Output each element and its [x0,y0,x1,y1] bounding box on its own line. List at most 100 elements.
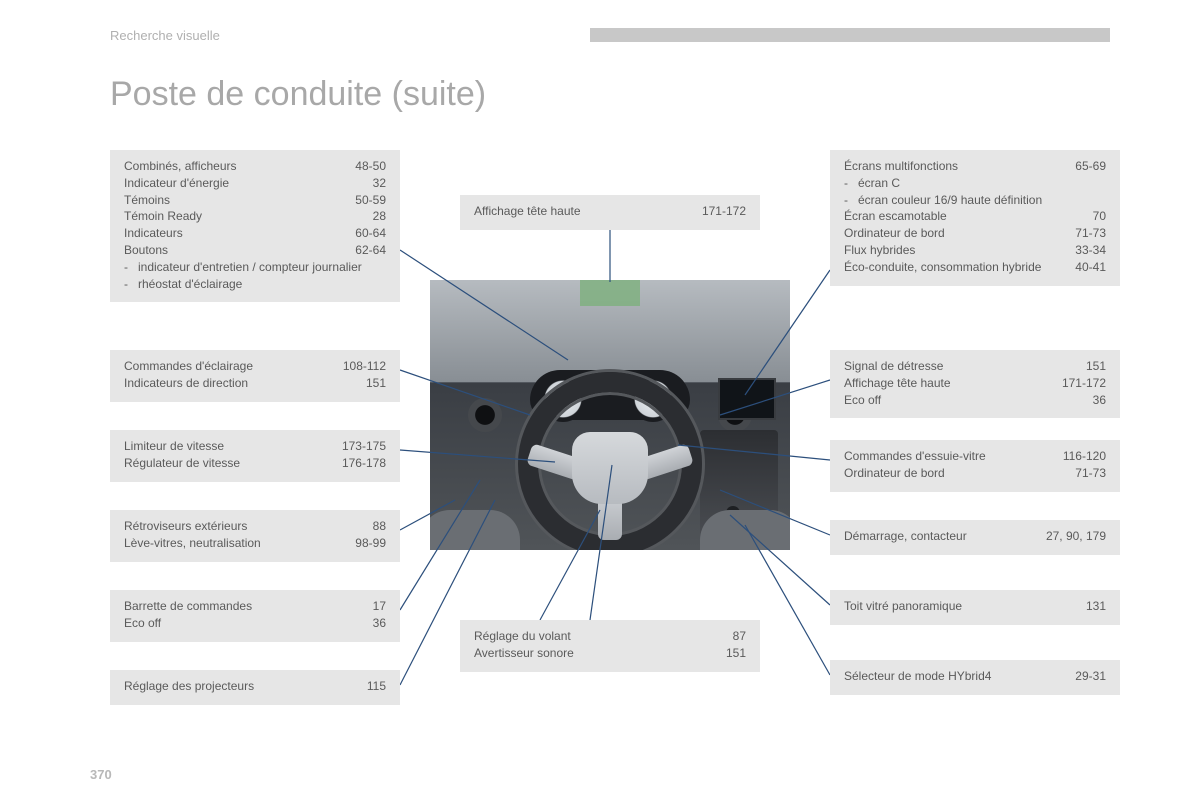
index-pages: 48-50 [355,158,386,175]
index-pages: 171-172 [702,203,746,220]
index-label: Écran escamotable [844,208,1073,225]
index-label: Réglage des projecteurs [124,678,347,695]
callout-box: Toit vitré panoramique 131 [830,590,1120,625]
callout-box: Réglage des projecteurs 115 [110,670,400,705]
page-title: Poste de conduite (suite) [110,75,486,114]
index-row: Réglage du volant 87 [474,628,746,645]
index-row: Indicateur d'énergie 32 [124,175,386,192]
index-pages: 116-120 [1063,448,1106,465]
index-row: Commandes d'éclairage 108-112 [124,358,386,375]
index-row: Flux hybrides 33-34 [844,242,1106,259]
dashboard-illustration [430,280,790,550]
index-label: Indicateurs [124,225,335,242]
index-pages: 50-59 [355,192,386,209]
callout-box: Sélecteur de mode HYbrid429-31 [830,660,1120,695]
index-label: Témoin Ready [124,208,353,225]
breadcrumb: Recherche visuelle [110,28,220,43]
index-pages: 17 [373,598,386,615]
index-pages: 151 [726,645,746,662]
callout-box: Barrette de commandes 17Eco off36 [110,590,400,642]
index-label: Indicateurs de direction [124,375,346,392]
index-label: Indicateur d'énergie [124,175,353,192]
index-row: Affichage tête haute 171-172 [844,375,1106,392]
index-label: Témoins [124,192,335,209]
callout-box: Affichage tête haute 171-172 [460,195,760,230]
callout-box: Démarrage, contacteur27, 90, 179 [830,520,1120,555]
index-pages: 71-73 [1075,465,1106,482]
index-pages: 87 [733,628,746,645]
index-row: Commandes d'essuie-vitre116-120 [844,448,1106,465]
index-row: Témoin Ready 28 [124,208,386,225]
index-row: Eco off36 [124,615,386,632]
index-row: Écran escamotable 70 [844,208,1106,225]
index-row: Lève-vitres, neutralisation 98-99 [124,535,386,552]
index-label: Avertisseur sonore [474,645,706,662]
index-row: Combinés, afficheurs 48-50 [124,158,386,175]
index-label: Eco off [124,615,353,632]
index-row: Avertisseur sonore 151 [474,645,746,662]
index-pages: 108-112 [343,358,386,375]
index-label: Affichage tête haute [474,203,682,220]
index-label: Sélecteur de mode HYbrid4 [844,668,1055,685]
index-row: Éco-conduite, consommation hybride40-41 [844,259,1106,276]
index-pages: 28 [373,208,386,225]
header-divider-bar [590,28,1110,42]
index-row: Écrans multifonctions65-69 [844,158,1106,175]
callout-box: Signal de détresse151Affichage tête haut… [830,350,1120,418]
index-pages: 71-73 [1075,225,1106,242]
callout-box: Combinés, afficheurs 48-50Indicateur d'én… [110,150,400,302]
index-pages: 151 [1086,358,1106,375]
index-row: Indicateurs 60-64 [124,225,386,242]
index-pages: 60-64 [355,225,386,242]
index-pages: 98-99 [355,535,386,552]
index-sub-item: écran C [844,175,1106,192]
index-row: Ordinateur de bord71-73 [844,225,1106,242]
index-label: Eco off [844,392,1073,409]
index-row: Sélecteur de mode HYbrid429-31 [844,668,1106,685]
index-row: Boutons 62-64 [124,242,386,259]
index-label: Réglage du volant [474,628,713,645]
index-label: Signal de détresse [844,358,1066,375]
index-label: Démarrage, contacteur [844,528,1026,545]
index-pages: 171-172 [1062,375,1106,392]
index-row: Indicateurs de direction151 [124,375,386,392]
index-label: Flux hybrides [844,242,1055,259]
index-sub-item: écran couleur 16/9 haute définition [844,192,1106,209]
index-label: Écrans multifonctions [844,158,1055,175]
index-pages: 40-41 [1075,259,1106,276]
callout-box: Commandes d'essuie-vitre116-120Ordinateu… [830,440,1120,492]
index-label: Commandes d'éclairage [124,358,323,375]
index-pages: 173-175 [342,438,386,455]
index-pages: 70 [1093,208,1106,225]
index-label: Régulateur de vitesse [124,455,322,472]
callout-box: Rétroviseurs extérieurs88Lève-vitres, ne… [110,510,400,562]
index-pages: 88 [373,518,386,535]
index-sub-item: indicateur d'entretien / compteur journa… [124,259,386,276]
index-pages: 33-34 [1075,242,1106,259]
index-label: Toit vitré panoramique [844,598,1066,615]
index-row: Limiteur de vitesse 173-175 [124,438,386,455]
index-pages: 115 [367,678,386,695]
index-row: Signal de détresse 151 [844,358,1106,375]
index-label: Lève-vitres, neutralisation [124,535,335,552]
index-pages: 32 [373,175,386,192]
index-label: Affichage tête haute [844,375,1042,392]
index-label: Boutons [124,242,335,259]
index-row: Ordinateur de bord 71-73 [844,465,1106,482]
index-row: Régulateur de vitesse 176-178 [124,455,386,472]
callout-box: Écrans multifonctions65-69écran Cécran c… [830,150,1120,286]
index-row: Réglage des projecteurs 115 [124,678,386,695]
index-pages: 131 [1086,598,1106,615]
index-label: Combinés, afficheurs [124,158,335,175]
index-label: Rétroviseurs extérieurs [124,518,353,535]
index-label: Barrette de commandes [124,598,353,615]
index-pages: 62-64 [355,242,386,259]
callout-box: Limiteur de vitesse173-175Régulateur de … [110,430,400,482]
index-label: Ordinateur de bord [844,465,1055,482]
page-number: 370 [90,767,112,782]
index-pages: 176-178 [342,455,386,472]
callout-box: Réglage du volant 87 Avertisseur sonore 151 [460,620,760,672]
index-row: Témoins 50-59 [124,192,386,209]
index-label: Limiteur de vitesse [124,438,322,455]
index-row: Démarrage, contacteur27, 90, 179 [844,528,1106,545]
